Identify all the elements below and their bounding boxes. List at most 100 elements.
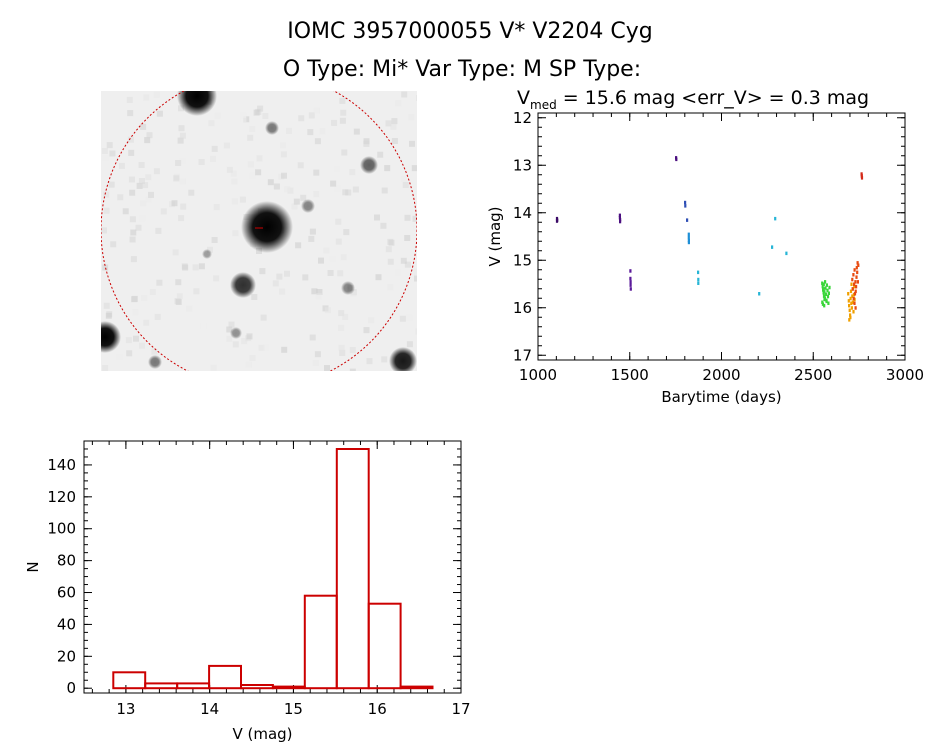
noise-pixel <box>343 229 350 236</box>
lc-data-point <box>854 280 857 284</box>
noise-pixel <box>188 189 195 196</box>
light-curve-chart: 1000 1500 2000 2500 3000 12 13 14 15 16 17 Barytime… <box>486 109 924 406</box>
noise-pixel <box>228 321 235 328</box>
noise-pixel <box>406 314 413 321</box>
noise-pixel <box>280 151 287 158</box>
noise-pixel <box>395 100 402 107</box>
figure-subtitle: O Type: Mi* Var Type: M SP Type: <box>283 57 641 82</box>
noise-pixel <box>142 182 149 189</box>
noise-pixel <box>387 258 394 265</box>
noise-pixel <box>284 270 290 277</box>
lc-data-point <box>675 157 678 162</box>
noise-pixel <box>175 279 182 286</box>
noise-pixel <box>210 155 216 162</box>
noise-pixel <box>135 224 142 231</box>
noise-pixel <box>324 365 330 371</box>
noise-pixel <box>313 107 320 114</box>
noise-pixel <box>291 203 298 210</box>
noise-pixel <box>363 327 370 334</box>
noise-pixel <box>273 183 280 190</box>
noise-pixel <box>412 215 417 222</box>
lc-data-point <box>824 286 827 290</box>
noise-pixel <box>249 172 256 179</box>
lc-data-point <box>629 280 632 284</box>
noise-pixel <box>126 350 133 357</box>
noise-pixel <box>129 236 136 243</box>
noise-pixel <box>160 208 167 215</box>
noise-pixel <box>381 356 388 363</box>
hist-x-tick-label: 16 <box>368 700 387 718</box>
field-star <box>148 355 162 369</box>
noise-pixel <box>315 293 322 300</box>
noise-pixel <box>416 95 417 101</box>
noise-pixel <box>110 241 117 248</box>
lc-data-point <box>847 299 850 303</box>
noise-pixel <box>316 289 323 295</box>
noise-pixel <box>399 315 406 322</box>
lc-data-point <box>855 265 858 270</box>
noise-pixel <box>413 268 417 275</box>
noise-pixel <box>404 235 411 241</box>
target-star <box>241 201 293 253</box>
lc-data-point <box>619 219 622 224</box>
figure-title: IOMC 3957000055 V* V2204 Cyg <box>287 19 653 44</box>
noise-pixel <box>353 128 360 135</box>
noise-pixel <box>172 249 179 256</box>
noise-pixel <box>338 344 345 351</box>
noise-pixel <box>208 120 215 127</box>
noise-pixel <box>330 180 337 187</box>
lc-data-point <box>856 261 859 265</box>
lc-data-point <box>687 240 690 245</box>
noise-pixel <box>247 161 254 168</box>
lc-data-point <box>821 281 824 285</box>
noise-pixel <box>240 116 247 122</box>
noise-pixel <box>259 268 266 275</box>
noise-pixel <box>130 256 137 263</box>
noise-pixel <box>329 255 336 262</box>
lc-x-axis-label: Barytime (days) <box>661 388 781 406</box>
lc-data-point <box>684 200 687 205</box>
noise-pixel <box>339 349 346 356</box>
noise-pixel <box>307 129 314 136</box>
lc-data-point <box>824 280 827 284</box>
hist-y-tick-label: 40 <box>57 615 76 633</box>
noise-pixel <box>385 246 392 253</box>
lc-data-point <box>697 270 700 275</box>
noise-pixel <box>136 182 143 189</box>
noise-pixel <box>138 178 145 184</box>
noise-pixel <box>286 127 292 134</box>
star-field-image <box>101 91 417 371</box>
hist-y-axis-label: N <box>24 561 42 572</box>
lc-data-point <box>821 300 824 304</box>
lc-data-point <box>822 294 826 298</box>
noise-pixel <box>260 314 267 321</box>
noise-pixel <box>400 257 407 264</box>
noise-pixel <box>232 230 239 237</box>
field-star <box>177 91 217 116</box>
noise-pixel <box>247 134 254 141</box>
lc-data-point <box>849 315 852 320</box>
noise-pixel <box>298 115 305 122</box>
noise-pixel <box>309 228 316 235</box>
noise-pixel <box>312 360 319 366</box>
lc-data-point <box>849 289 853 294</box>
noise-pixel <box>302 274 309 281</box>
noise-pixel <box>246 333 253 340</box>
noise-pixel <box>377 151 384 158</box>
hist-y-tick-label: 100 <box>47 520 76 538</box>
noise-pixel <box>140 123 147 130</box>
noise-pixel <box>284 186 291 193</box>
noise-pixel <box>249 126 256 132</box>
noise-pixel <box>415 328 417 335</box>
noise-pixel <box>231 178 238 185</box>
lc-plot-frame <box>537 112 906 361</box>
noise-pixel <box>413 224 417 231</box>
noise-pixel <box>414 275 417 282</box>
hist-x-tick-label: 17 <box>451 700 470 718</box>
lc-y-axis-label: V (mag) <box>486 206 504 266</box>
hist-y-tick-label: 120 <box>47 488 76 506</box>
lc-data-point <box>853 268 856 272</box>
noise-pixel <box>293 198 300 205</box>
noise-pixel <box>128 149 135 156</box>
noise-pixel <box>143 94 150 101</box>
